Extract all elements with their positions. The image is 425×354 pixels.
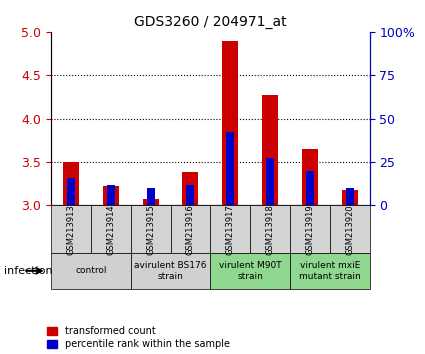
Bar [222, 41, 238, 205]
Text: virulent mxiE
mutant strain: virulent mxiE mutant strain [299, 261, 361, 280]
Bar [143, 199, 159, 205]
Text: infection: infection [4, 266, 53, 276]
Bar [63, 162, 79, 205]
Text: GSM213913: GSM213913 [66, 204, 75, 255]
Bar [302, 149, 318, 205]
Bar [107, 184, 115, 205]
Text: virulent M90T
strain: virulent M90T strain [219, 261, 281, 280]
Bar [187, 184, 194, 205]
Bar [103, 186, 119, 205]
Text: GSM213915: GSM213915 [146, 204, 155, 255]
Bar [266, 159, 274, 205]
Bar [306, 171, 314, 205]
Bar [342, 190, 358, 205]
Bar [226, 132, 234, 205]
Text: GSM213918: GSM213918 [266, 204, 275, 255]
Bar [346, 188, 354, 205]
Text: GSM213917: GSM213917 [226, 204, 235, 255]
Legend: transformed count, percentile rank within the sample: transformed count, percentile rank withi… [47, 326, 230, 349]
Text: GSM213919: GSM213919 [306, 204, 314, 255]
Bar [262, 95, 278, 205]
Text: GSM213914: GSM213914 [106, 204, 115, 255]
Bar [182, 172, 198, 205]
Text: control: control [75, 266, 107, 275]
Text: avirulent BS176
strain: avirulent BS176 strain [134, 261, 207, 280]
Title: GDS3260 / 204971_at: GDS3260 / 204971_at [134, 16, 287, 29]
Text: GSM213920: GSM213920 [346, 204, 354, 255]
Bar [67, 178, 75, 205]
Text: GSM213916: GSM213916 [186, 204, 195, 255]
Bar [147, 188, 155, 205]
